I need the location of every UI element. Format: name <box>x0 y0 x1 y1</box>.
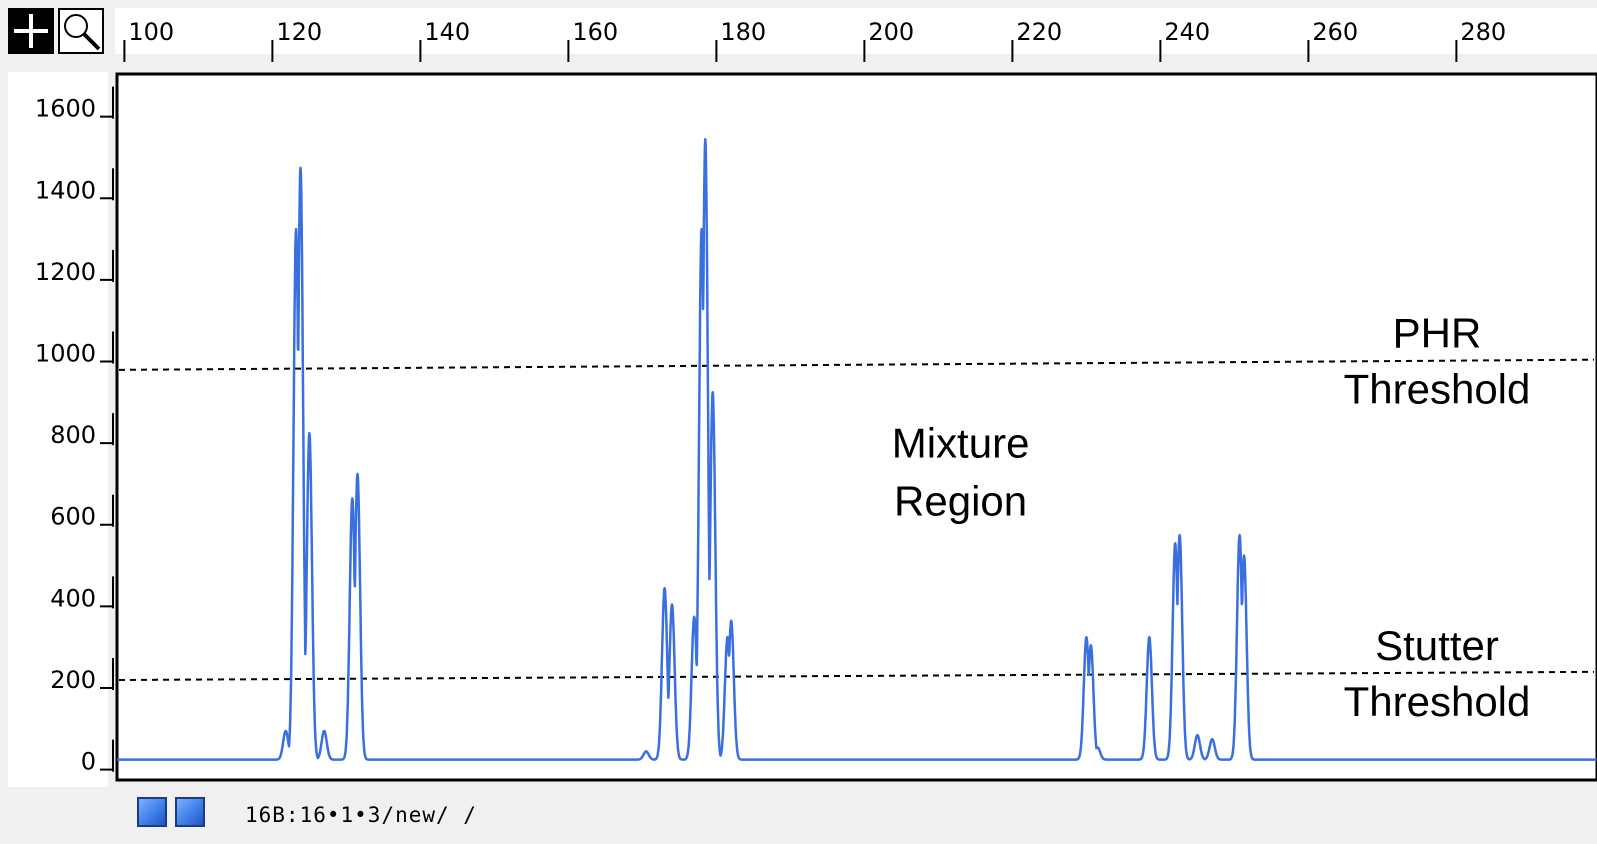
x-tick-label: 280 <box>1460 18 1506 46</box>
zoom-tool-button[interactable] <box>58 8 104 54</box>
panel-icon[interactable] <box>175 797 205 827</box>
threshold-label: PHR <box>1393 310 1482 357</box>
crosshair-tool-button[interactable] <box>8 8 54 54</box>
plot-area <box>115 72 1597 782</box>
x-tick-label: 160 <box>572 18 618 46</box>
x-ruler <box>115 8 1597 54</box>
threshold-line <box>118 358 1595 371</box>
y-tick-label: 800 <box>50 421 96 449</box>
annotation-text: Mixture <box>892 420 1030 467</box>
y-tick-label: 0 <box>81 748 96 776</box>
x-tick-label: 140 <box>424 18 470 46</box>
status-text: 16B:16•1•3/new/ / <box>245 803 477 827</box>
x-tick-label: 200 <box>868 18 914 46</box>
y-tick-label: 1600 <box>35 95 96 123</box>
y-tick-label: 1200 <box>35 258 96 286</box>
x-tick-label: 100 <box>128 18 174 46</box>
y-tick-label: 1000 <box>35 340 96 368</box>
x-tick-label: 220 <box>1016 18 1062 46</box>
crosshair-icon <box>14 14 48 48</box>
x-tick-label: 120 <box>276 18 322 46</box>
threshold-label: Threshold <box>1344 678 1531 725</box>
y-ruler <box>8 72 108 787</box>
annotation-text: Region <box>894 478 1027 525</box>
threshold-label: Threshold <box>1344 366 1531 413</box>
y-tick-label: 1400 <box>35 176 96 204</box>
x-tick-label: 240 <box>1164 18 1210 46</box>
threshold-line <box>118 670 1595 682</box>
panel-icon[interactable] <box>137 797 167 827</box>
y-tick-label: 400 <box>50 584 96 612</box>
threshold-label: Stutter <box>1375 622 1499 669</box>
signal-trace <box>116 138 1597 761</box>
y-tick-label: 200 <box>50 666 96 694</box>
x-tick-label: 180 <box>720 18 766 46</box>
x-tick-label: 260 <box>1312 18 1358 46</box>
magnifier-icon <box>64 14 101 51</box>
y-tick-label: 600 <box>50 503 96 531</box>
